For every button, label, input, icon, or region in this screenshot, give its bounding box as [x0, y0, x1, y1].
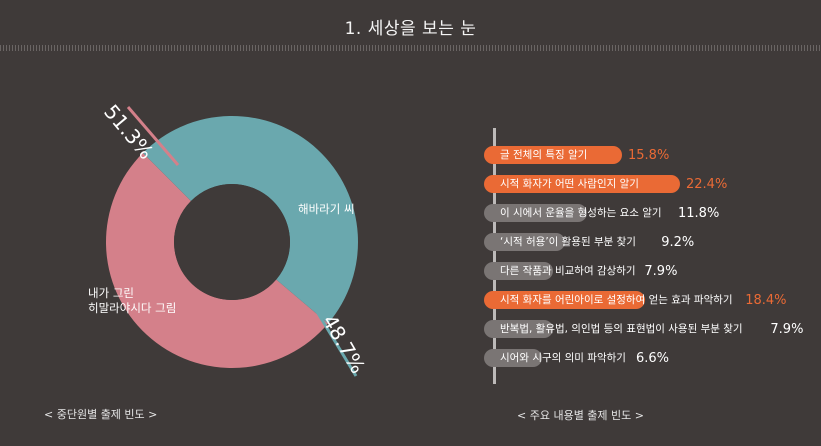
bar-category-label: ‘시적 허용’이 활용된 부분 찾기 [500, 236, 636, 248]
bar: 시어와 시구의 의미 파악하기 [484, 349, 626, 367]
bar-row: 이 시에서 운율을 형성하는 요소 알기 11.8% [484, 204, 719, 222]
title-divider [0, 45, 821, 51]
bar-row: 반복법, 활유법, 의인법 등의 표현법이 사용된 부분 찾기 7.9% [484, 320, 803, 338]
bar-value-label: 7.9% [644, 263, 678, 279]
bar-value-label: 7.9% [770, 321, 804, 337]
bar-value-label: 9.2% [661, 234, 695, 250]
bar-category-label: 글 전체의 특징 알기 [500, 149, 588, 161]
bar-row: 시적 화자가 어떤 사람인지 알기 22.4% [484, 175, 727, 193]
donut-hole [174, 184, 290, 300]
pie-slice-label-1: 내가 그린 히말라야시다 그림 [88, 286, 176, 315]
bar: 반복법, 활유법, 의인법 등의 표현법이 사용된 부분 찾기 [484, 320, 743, 338]
bar-row: 시적 화자를 어린아이로 설정하여 얻는 효과 파악하기 18.4% [484, 291, 787, 309]
pie-leader-line-1 [126, 106, 180, 166]
page-title: 1. 세상을 보는 눈 [344, 19, 477, 39]
bar: 시적 화자를 어린아이로 설정하여 얻는 효과 파악하기 [484, 291, 733, 309]
bar-chart-caption: < 주요 내용별 출제 빈도 > [517, 409, 644, 422]
bar-category-label: 시적 화자가 어떤 사람인지 알기 [500, 178, 639, 190]
pie-slice-1 [106, 152, 329, 368]
bar-row: 시어와 시구의 의미 파악하기 6.6% [484, 349, 669, 367]
bar: 다른 작품과 비교하여 감상하기 [484, 262, 636, 280]
pie-chart-caption: < 중단원별 출제 빈도 > [44, 408, 158, 421]
bar-category-label: 시어와 시구의 의미 파악하기 [500, 352, 626, 364]
bar-row: ‘시적 허용’이 활용된 부분 찾기 9.2% [484, 233, 694, 251]
bar-category-label: 다른 작품과 비교하여 감상하기 [500, 265, 636, 277]
pie-value-label-2: 48.7% [318, 311, 371, 378]
pie-slice-2 [142, 115, 359, 324]
bar: 시적 화자가 어떤 사람인지 알기 [484, 175, 680, 193]
donut-chart: 51.3% 48.7% 해바라기 씨 내가 그린 히말라야시다 그림 [88, 100, 371, 378]
bar-category-label: 반복법, 활유법, 의인법 등의 표현법이 사용된 부분 찾기 [500, 323, 743, 335]
bar-value-label: 11.8% [678, 205, 720, 221]
bar: ‘시적 허용’이 활용된 부분 찾기 [484, 233, 636, 251]
bar-row: 다른 작품과 비교하여 감상하기 7.9% [484, 262, 677, 280]
bar-value-label: 22.4% [686, 176, 728, 192]
bar-chart-axis [493, 128, 496, 384]
pie-slice-label-2: 해바라기 씨 [298, 202, 355, 216]
bar-value-label: 18.4% [745, 292, 787, 308]
bar-category-label: 이 시에서 운율을 형성하는 요소 알기 [500, 207, 662, 219]
bar: 글 전체의 특징 알기 [484, 146, 622, 164]
bar-category-label: 시적 화자를 어린아이로 설정하여 얻는 효과 파악하기 [500, 294, 733, 306]
pie-leader-line-2 [311, 304, 358, 377]
bar-value-label: 6.6% [636, 350, 670, 366]
bar-value-label: 15.8% [628, 147, 670, 163]
bar: 이 시에서 운율을 형성하는 요소 알기 [484, 204, 662, 222]
bar-row: 글 전체의 특징 알기 15.8% [484, 146, 669, 164]
